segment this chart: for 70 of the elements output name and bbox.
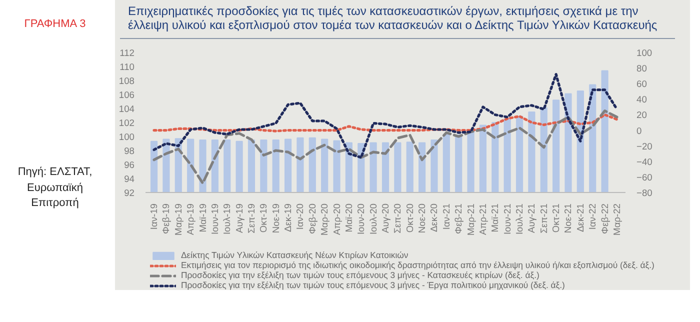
y-tick-label: 100 <box>118 132 135 142</box>
x-tick-label: Μαϊ-21 <box>490 204 500 232</box>
y2-tick-label: 40 <box>636 94 647 105</box>
y-tick-label: 112 <box>120 48 135 58</box>
y-tick-label: 92 <box>124 188 135 198</box>
x-tick-label: Σεπ-19 <box>246 204 256 234</box>
y2-tick-label: 20 <box>636 110 647 120</box>
x-tick-label: Απρ-21 <box>478 203 488 235</box>
y2-tick-label: 0 <box>636 126 642 136</box>
x-tick-label: Ιαν-20 <box>295 203 306 230</box>
legend-label: Προσδοκίες για την εξέλιξη των τιμών τους επόμενους 3 μήνες - Κατασκευές κτιρίων (δεξ. άξ.) <box>181 270 540 280</box>
x-tick-label: Δεκ-21 <box>575 203 586 232</box>
legend-label: Προσδοκίες για την εξέλιξη των τιμών τους επόμενους 3 μήνες - Έργα πολιτικού μηχανικού (δεξ. άξ.) <box>181 280 565 290</box>
text: Πηγή: ΕΛΣΤΑΤ, Ευρωπαϊκή Επιτροπή <box>16 165 94 212</box>
y-tick-label: 106 <box>118 90 135 100</box>
chart-title: Επιχειρηματικές προσδοκίες για τις τιμές των κατασκευαστικών έργων, εκτιμήσεις σχετικά με την έλλειψη υλικού και εξοπλισμού στον τομέα των κατασκευών και ο Δείκτης Τιμών Υλικών Κατασκευής <box>128 4 658 33</box>
x-tick-label: Σεπ-21 <box>538 204 549 234</box>
y2-tick-label: 60 <box>636 79 647 90</box>
x-tick-label: Ιουλ-21 <box>514 203 525 235</box>
x-tick-label: Αυγ-21 <box>526 203 537 233</box>
y2-tick-label: −40 <box>636 156 652 167</box>
x-tick-label: Νοε-20 <box>417 203 428 234</box>
y-tick-label: 104 <box>118 104 135 114</box>
x-tick-label: Αυγ-19 <box>234 203 244 233</box>
x-tick-label: Αυγ-20 <box>380 203 390 233</box>
y-tick-label: 96 <box>124 160 135 170</box>
line-series <box>152 113 618 132</box>
x-tick-label: Οκτ-19 <box>258 203 269 233</box>
x-tick-label: Μαϊ-20 <box>344 204 354 232</box>
y-tick-label: 102 <box>118 118 135 128</box>
legend-label: Δείκτης Τιμών Υλικών Κατασκευής Νέων Κτιρίων Κατοικιών <box>181 250 408 260</box>
y-tick-label: 110 <box>120 62 135 72</box>
y-tick-label: 94 <box>124 174 135 184</box>
x-tick-label: Ιουλ-20 <box>368 203 378 235</box>
y2-tick-label: 100 <box>636 48 652 58</box>
y2-tick-label: −60 <box>636 172 652 182</box>
y2-tick-label: −80 <box>636 188 652 198</box>
x-tick-label: Ιαν-22 <box>588 203 598 230</box>
x-tick-label: Μαϊ-19 <box>198 204 208 232</box>
line-series <box>152 72 618 159</box>
x-tick-label: Σεπ-20 <box>392 204 403 234</box>
x-tick-label: Φεβ-19 <box>161 203 172 234</box>
x-tick-label: Νοε-21 <box>563 203 574 234</box>
legend-label: Εκτιμήσεις για τον περιορισμό της ιδιωτικής οικοδομικής δραστηριότητας από την έλλειψη υλικού ή/και εξοπλισμού (δεξ. άξ.) <box>181 260 654 270</box>
y-tick-label: 98 <box>124 146 135 156</box>
x-tick-label: Μαρ-20 <box>320 204 330 236</box>
line-series <box>152 110 618 184</box>
y-tick-label: 108 <box>118 76 135 86</box>
x-tick-label: Μαρ-19 <box>173 204 184 236</box>
x-tick-label: Απρ-19 <box>186 203 196 235</box>
x-tick-label: Μαρ-22 <box>612 204 622 236</box>
x-tick-label: Μαρ-21 <box>466 204 476 236</box>
x-tick-label: Ιουν-20 <box>356 203 366 235</box>
x-tick-label: Φεβ-20 <box>307 203 318 234</box>
y2-tick-label: −20 <box>636 141 652 152</box>
x-tick-label: Φεβ-21 <box>454 203 464 234</box>
y2-tick-label: 80 <box>636 64 647 74</box>
x-tick-label: Φεβ-22 <box>600 203 610 234</box>
x-tick-label: Ιουν-21 <box>502 203 512 235</box>
x-tick-label: Ιουν-19 <box>210 203 220 235</box>
x-tick-label: Οκτ-20 <box>404 203 415 233</box>
text: ΓΡΑΦΗΜΑ 3 <box>24 17 86 32</box>
x-tick-label: Οκτ-21 <box>551 203 562 233</box>
x-tick-label: Δεκ-20 <box>429 203 440 232</box>
x-tick-label: Ιουλ-19 <box>222 203 232 235</box>
x-tick-label: Απρ-20 <box>332 203 342 235</box>
x-tick-label: Ιαν-19 <box>149 203 160 230</box>
x-tick-label: Νοε-19 <box>270 203 281 234</box>
x-tick-label: Ιαν-21 <box>441 203 452 230</box>
x-tick-label: Δεκ-19 <box>283 203 294 232</box>
